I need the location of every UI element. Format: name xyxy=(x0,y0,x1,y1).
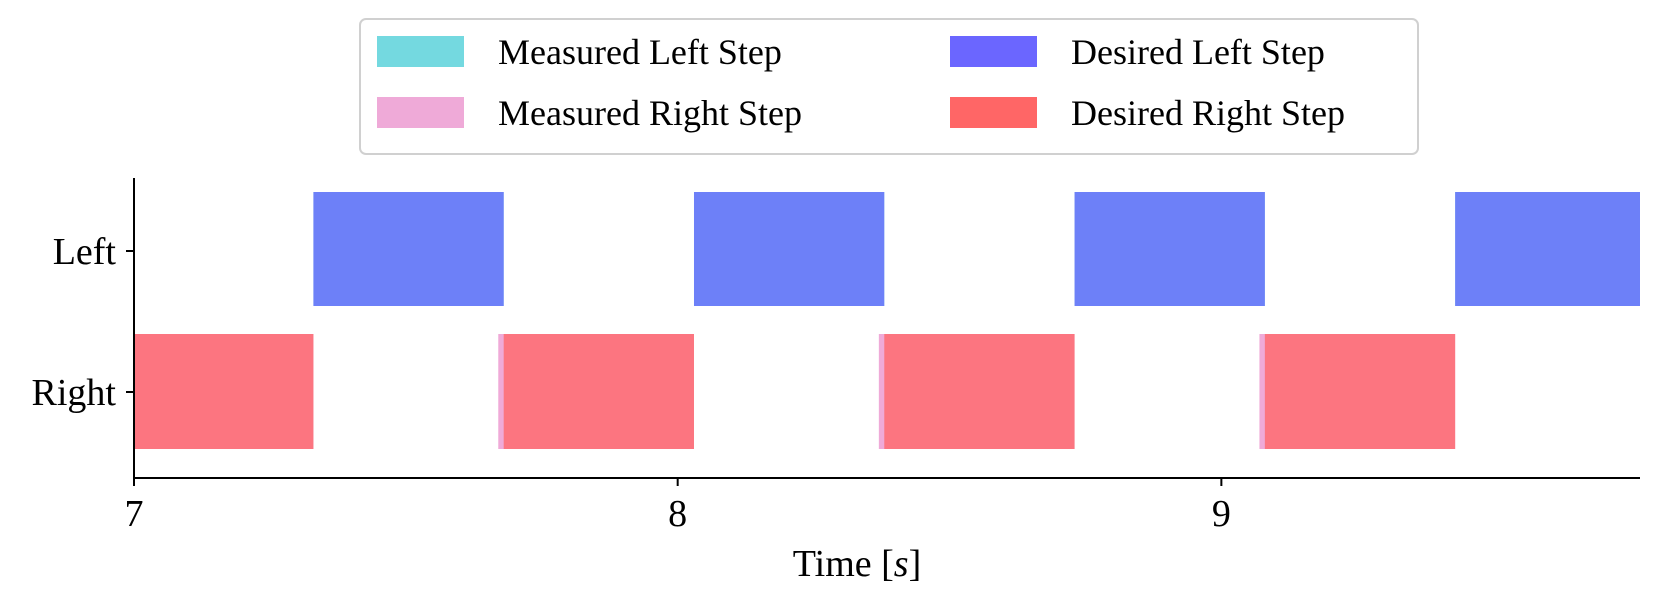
x-tick-label-7: 7 xyxy=(125,493,144,535)
legend-swatch-4 xyxy=(950,97,1037,128)
axes: Left Right 7 8 9 Time [s] xyxy=(32,178,1640,585)
y-tick-label-right: Right xyxy=(32,372,117,414)
x-tick-label-8: 8 xyxy=(668,493,687,535)
bar-desired-left-step-1 xyxy=(313,192,504,306)
bar-desired-left-step-2 xyxy=(693,192,885,306)
plot-area xyxy=(134,192,1640,449)
bar-desired-left-step-4 xyxy=(1455,192,1640,306)
x-axis-label: Time [s] xyxy=(793,543,921,585)
bar-desired-right-step-1 xyxy=(134,334,314,449)
legend: Measured Left Step Measured Right Step Des… xyxy=(359,18,1419,155)
legend-label-2: Measured Right Step xyxy=(498,93,802,133)
x-tick-label-9: 9 xyxy=(1212,493,1231,535)
y-tick-label-left: Left xyxy=(53,231,117,273)
legend-swatch-1 xyxy=(377,36,464,67)
bar-desired-right-step-2 xyxy=(503,334,694,449)
legend-label-4: Desired Right Step xyxy=(1071,93,1345,133)
bar-desired-right-step-4 xyxy=(1264,334,1456,449)
legend-swatch-2 xyxy=(377,97,464,128)
bar-desired-left-step-3 xyxy=(1074,192,1265,306)
legend-label-1: Measured Left Step xyxy=(498,32,782,72)
bar-desired-right-step-3 xyxy=(884,334,1075,449)
legend-swatch-3 xyxy=(950,36,1037,67)
legend-label-3: Desired Left Step xyxy=(1071,32,1325,72)
legend-box xyxy=(359,18,1419,155)
